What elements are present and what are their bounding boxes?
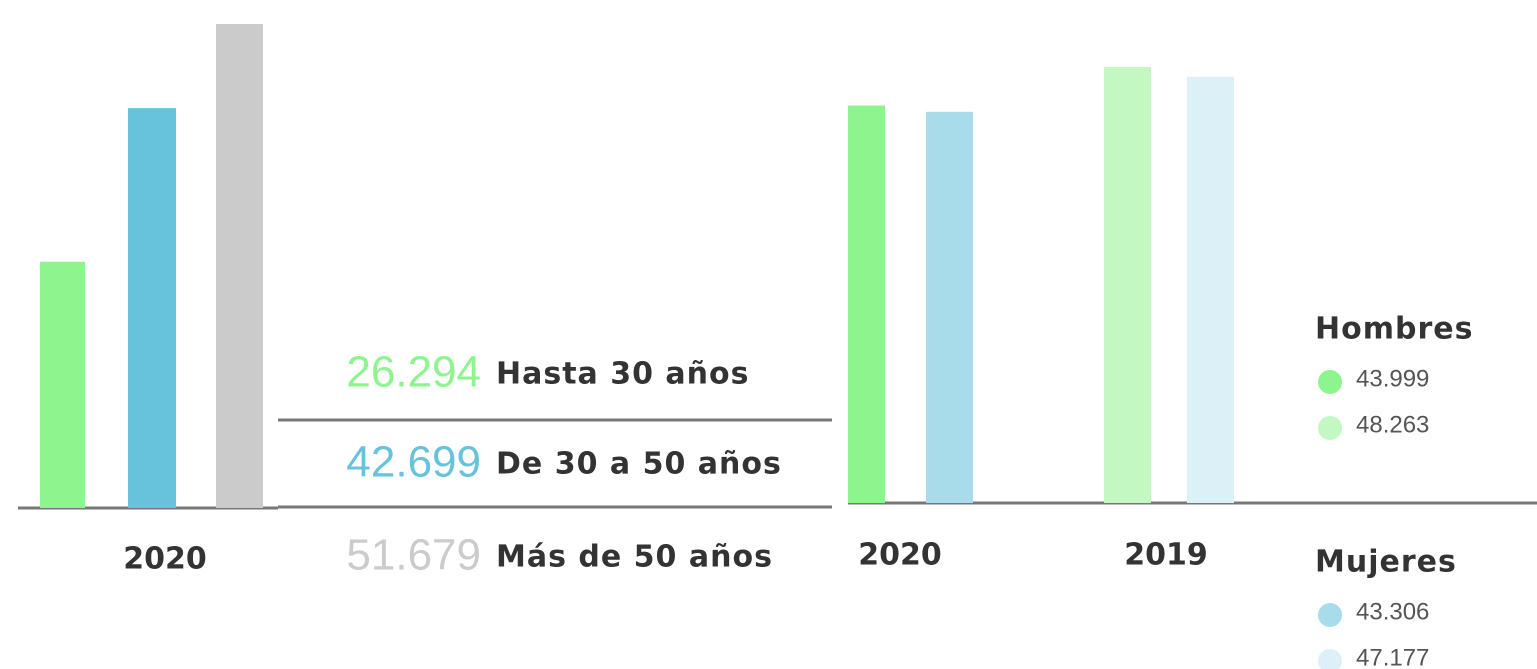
series-name: Hasta 30 años — [496, 357, 750, 392]
legend-swatch — [1318, 370, 1342, 394]
bar — [926, 111, 973, 503]
legend-value: 47.177 — [1356, 644, 1429, 669]
legend-swatch — [1318, 416, 1342, 440]
legend-value: 43.999 — [1356, 365, 1429, 392]
x-tick-label: 2020 — [858, 538, 942, 573]
bar — [216, 24, 263, 508]
legend-swatch — [1318, 649, 1342, 669]
bar — [128, 108, 176, 509]
legend-value: 43.306 — [1356, 598, 1429, 625]
series-name: Más de 50 años — [496, 540, 773, 575]
value-label: 26.294 — [346, 348, 481, 397]
bar — [40, 261, 85, 508]
legend-swatch — [1318, 603, 1342, 627]
x-tick-label: 2020 — [123, 542, 207, 577]
legend-title: Hombres — [1315, 312, 1473, 347]
x-tick-label: 2019 — [1124, 538, 1208, 573]
legend-value: 48.263 — [1356, 411, 1429, 438]
series-name: De 30 a 50 años — [496, 447, 782, 482]
value-label: 51.679 — [346, 531, 481, 580]
bar — [1187, 76, 1234, 504]
legend-title: Mujeres — [1315, 545, 1457, 580]
bar — [1104, 67, 1151, 503]
value-label: 42.699 — [346, 438, 481, 487]
bar — [848, 105, 885, 504]
